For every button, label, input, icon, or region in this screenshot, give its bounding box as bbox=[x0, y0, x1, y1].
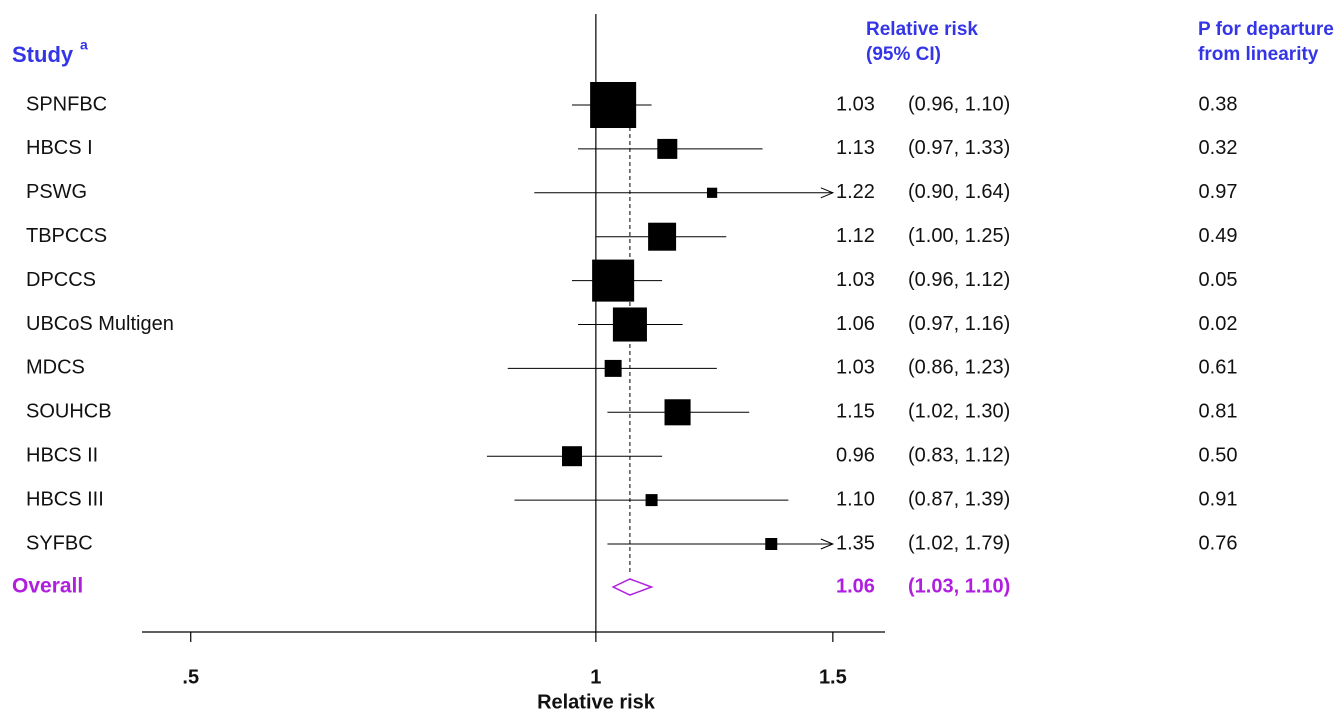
study-header-note: a bbox=[80, 37, 88, 53]
estimate-label: 1.06 bbox=[836, 313, 875, 335]
estimate-label: 1.03 bbox=[836, 357, 875, 379]
x-tick-label: 1 bbox=[590, 666, 601, 688]
study-header: Study bbox=[12, 42, 74, 67]
ci-label: (0.90, 1.64) bbox=[908, 181, 1010, 203]
p-value: 0.02 bbox=[1199, 313, 1238, 335]
x-axis-label: Relative risk bbox=[537, 691, 656, 713]
ci-label: (1.02, 1.79) bbox=[908, 532, 1010, 554]
x-tick-label: 1.5 bbox=[819, 666, 847, 688]
study-name: MDCS bbox=[26, 357, 85, 379]
estimate-square bbox=[604, 359, 622, 377]
p-value: 0.05 bbox=[1199, 269, 1238, 291]
p-header: from linearity bbox=[1198, 44, 1319, 65]
x-tick-label: .5 bbox=[182, 666, 199, 688]
p-value: 0.61 bbox=[1199, 357, 1238, 379]
ci-label: (0.86, 1.23) bbox=[908, 357, 1010, 379]
study-name: SYFBC bbox=[26, 532, 93, 554]
p-value: 0.97 bbox=[1199, 181, 1238, 203]
estimate-label: 1.15 bbox=[836, 401, 875, 423]
p-value: 0.38 bbox=[1199, 93, 1238, 115]
overall-estimate-label: 1.06 bbox=[836, 575, 875, 597]
study-name: DPCCS bbox=[26, 269, 96, 291]
rr-header: Relative risk bbox=[866, 19, 978, 40]
ci-label: (0.96, 1.10) bbox=[908, 93, 1010, 115]
overall-ci-label: (1.03, 1.10) bbox=[908, 575, 1010, 597]
ci-label: (0.96, 1.12) bbox=[908, 269, 1010, 291]
p-value: 0.32 bbox=[1199, 137, 1238, 159]
p-header: P for departure bbox=[1198, 19, 1334, 40]
p-value: 0.81 bbox=[1199, 401, 1238, 423]
estimate-square bbox=[664, 399, 691, 426]
ci-label: (0.97, 1.16) bbox=[908, 313, 1010, 335]
study-name: SPNFBC bbox=[26, 93, 107, 115]
estimate-square bbox=[590, 81, 637, 129]
estimate-square bbox=[706, 187, 718, 198]
study-name: UBCoS Multigen bbox=[26, 313, 174, 335]
estimate-square bbox=[645, 494, 658, 507]
study-name: HBCS I bbox=[26, 137, 93, 159]
estimate-label: 0.96 bbox=[836, 444, 875, 466]
ci-arrow bbox=[820, 187, 835, 199]
ci-label: (1.02, 1.30) bbox=[908, 401, 1010, 423]
estimate-label: 1.03 bbox=[836, 93, 875, 115]
estimate-label: 1.35 bbox=[836, 532, 875, 554]
overall-name: Overall bbox=[12, 575, 83, 598]
estimate-label: 1.13 bbox=[836, 137, 875, 159]
estimate-label: 1.22 bbox=[836, 181, 875, 203]
overall-diamond bbox=[611, 578, 654, 596]
ci-label: (0.97, 1.33) bbox=[908, 137, 1010, 159]
ci-arrow bbox=[820, 538, 835, 550]
study-name: HBCS III bbox=[26, 488, 104, 510]
estimate-label: 1.03 bbox=[836, 269, 875, 291]
study-name: SOUHCB bbox=[26, 401, 112, 423]
estimate-label: 1.12 bbox=[836, 225, 875, 247]
p-value: 0.50 bbox=[1199, 444, 1238, 466]
study-name: TBPCCS bbox=[26, 225, 107, 247]
estimate-square bbox=[648, 222, 677, 251]
study-name: PSWG bbox=[26, 181, 87, 203]
estimate-square bbox=[657, 138, 678, 159]
p-value: 0.49 bbox=[1199, 225, 1238, 247]
study-name: HBCS II bbox=[26, 444, 98, 466]
estimate-label: 1.10 bbox=[836, 488, 875, 510]
ci-label: (0.83, 1.12) bbox=[908, 444, 1010, 466]
estimate-square bbox=[562, 446, 582, 467]
estimate-square bbox=[592, 259, 635, 302]
ci-label: (1.00, 1.25) bbox=[908, 225, 1010, 247]
p-value: 0.76 bbox=[1199, 532, 1238, 554]
ci-label: (0.87, 1.39) bbox=[908, 488, 1010, 510]
estimate-square bbox=[765, 538, 778, 550]
p-value: 0.91 bbox=[1199, 488, 1238, 510]
estimate-square bbox=[612, 307, 647, 342]
rr-header: (95% CI) bbox=[866, 44, 941, 65]
